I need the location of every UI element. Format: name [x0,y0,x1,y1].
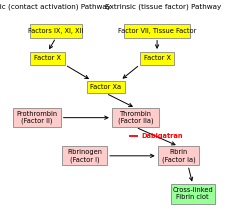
FancyBboxPatch shape [13,108,61,127]
Text: Intrinsic (contact activation) Pathway: Intrinsic (contact activation) Pathway [0,3,111,10]
FancyBboxPatch shape [30,52,65,65]
Text: Fibrin
(Factor Ia): Fibrin (Factor Ia) [162,149,195,163]
Text: Cross-linked
Fibrin clot: Cross-linked Fibrin clot [172,187,213,201]
Text: Dabigatran: Dabigatran [142,133,183,139]
Text: Fibrinogen
(Factor I): Fibrinogen (Factor I) [67,149,102,163]
FancyBboxPatch shape [124,24,190,38]
Text: Factors IX, XI, XII: Factors IX, XI, XII [28,28,84,34]
FancyBboxPatch shape [30,24,81,38]
Text: Factor X: Factor X [34,55,61,61]
Text: Factor X: Factor X [144,55,171,61]
Text: Thrombin
(Factor IIa): Thrombin (Factor IIa) [118,111,154,124]
FancyBboxPatch shape [140,52,174,65]
Text: Extrinsic (tissue factor) Pathway: Extrinsic (tissue factor) Pathway [105,3,221,10]
Text: Factor Xa: Factor Xa [90,84,121,90]
FancyBboxPatch shape [62,146,107,165]
FancyBboxPatch shape [112,108,159,127]
Text: Factor VII, Tissue Factor: Factor VII, Tissue Factor [118,28,196,34]
FancyBboxPatch shape [171,184,215,204]
FancyBboxPatch shape [87,81,125,93]
FancyBboxPatch shape [158,146,199,165]
Text: Prothrombin
(Factor II): Prothrombin (Factor II) [16,111,57,124]
